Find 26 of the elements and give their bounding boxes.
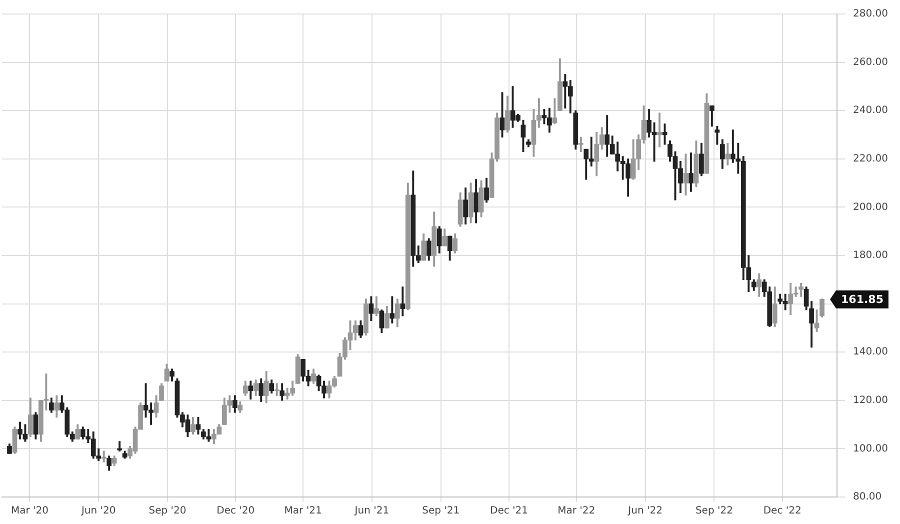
x-tick-label: Jun '20 [80,506,116,517]
x-tick-label: Mar '21 [284,506,322,517]
y-tick-label: 180.00 [853,250,888,262]
y-tick-label: 200.00 [853,202,888,213]
x-tick-label: Sep '21 [422,506,460,517]
y-tick-label: 260.00 [853,56,888,68]
y-tick-label: 120.00 [853,394,888,406]
x-tick-label: Dec '22 [763,506,802,517]
x-tick-label: Mar '20 [10,506,48,517]
y-tick-label: 280.00 [853,8,888,20]
x-tick-label: Dec '20 [216,506,255,517]
y-tick-label: 140.00 [853,346,888,358]
x-tick-label: Sep '20 [148,506,186,517]
y-tick-label: 220.00 [853,153,888,164]
x-tick-label: Jun '21 [354,506,390,517]
x-tick-label: Mar '22 [558,506,596,517]
x-tick-label: Jun '22 [627,506,662,517]
x-tick-label: Dec '21 [490,506,528,517]
y-tick-label: 240.00 [853,105,888,116]
x-tick-label: Sep '22 [695,506,733,517]
candlestick [578,136,584,152]
candlestick [657,112,662,148]
y-tick-label: 100.00 [853,443,888,454]
annotation: 161.85 [841,293,884,306]
candlestick [274,383,280,396]
y-tick-label: 80.00 [853,492,882,503]
